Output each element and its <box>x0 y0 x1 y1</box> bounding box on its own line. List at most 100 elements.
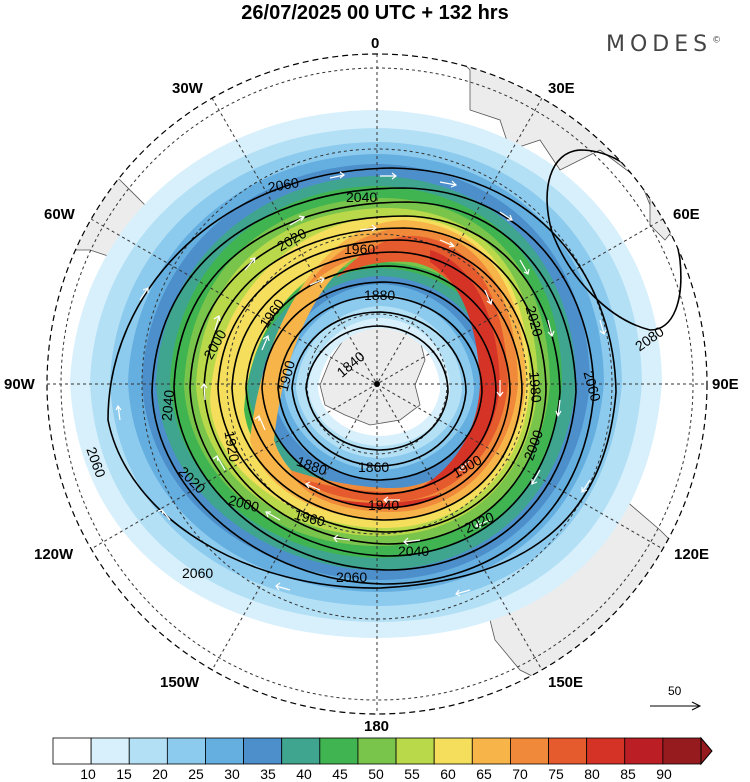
wind-vector <box>547 319 555 338</box>
colorbar-tick-label: 75 <box>548 766 564 782</box>
wind-vector <box>265 511 281 521</box>
colorbar-tick-label: 35 <box>260 766 276 782</box>
wind-vector <box>309 276 325 286</box>
wind-vector <box>261 335 270 351</box>
wind-vector <box>439 239 456 248</box>
contour-label: 1880 <box>364 287 395 303</box>
wind-vector <box>383 496 400 504</box>
colorbar-swatch <box>166 737 206 765</box>
colorbar-swatch <box>90 737 130 765</box>
wind-vectors <box>115 171 607 597</box>
contour-1880 <box>277 295 483 481</box>
contour-label: 1900 <box>275 359 299 393</box>
contour-label: 2040 <box>346 189 377 205</box>
colorbar-swatch <box>510 737 549 765</box>
wind-vector <box>581 479 591 493</box>
colorbar-swatch <box>395 737 435 765</box>
contour-1940 <box>231 251 523 521</box>
colorbar-swatch <box>128 737 168 765</box>
contour-2000 <box>189 215 561 557</box>
colorbar-swatches <box>52 737 702 765</box>
colorbar-swatch <box>548 737 588 765</box>
colorbar-labels: 10 15 20 25 30 35 40 45 50 55 60 65 70 7… <box>0 766 750 782</box>
contour-label: 1980 <box>526 371 545 404</box>
contour-2040 <box>151 187 595 585</box>
colorbar-tick-label: 65 <box>476 766 492 782</box>
lon-label-60w: 60W <box>44 206 75 223</box>
colorbar-right-arrow <box>700 736 713 766</box>
contour-label: 2020 <box>523 304 547 338</box>
brand-text: MODES <box>606 32 713 57</box>
contour-1860 <box>291 311 467 467</box>
contour-label: 1920 <box>221 430 242 464</box>
lon-label-120w: 120W <box>34 546 74 563</box>
wind-vector <box>289 215 306 226</box>
wind-vector <box>380 172 397 180</box>
contour-label: 1860 <box>358 459 389 475</box>
colorbar-tick-label: 10 <box>80 766 96 782</box>
colorbar <box>52 736 713 766</box>
lon-label-0: 0 <box>371 35 380 52</box>
contour-label: 2040 <box>158 389 177 422</box>
reference-vector-label: 50 <box>668 684 682 698</box>
colorbar-tick-label: 60 <box>440 766 456 782</box>
colorbar-tick-label: 80 <box>584 766 600 782</box>
colorbar-swatch <box>243 737 283 765</box>
wind-vector <box>157 509 171 521</box>
contour-label: 1960 <box>344 241 375 257</box>
contour-2020 <box>173 201 577 571</box>
colorbar-swatch <box>357 737 397 765</box>
colorbar-tick-label: 45 <box>332 766 348 782</box>
lon-label-90w: 90W <box>4 376 35 393</box>
wind-vector <box>499 211 513 221</box>
colorbar-swatch <box>586 737 626 765</box>
colorbar-tick-label: 50 <box>368 766 384 782</box>
wind-vector <box>329 171 345 179</box>
colorbar-tick-label: 55 <box>404 766 420 782</box>
colorbar-swatch <box>52 737 92 765</box>
shade-60 <box>210 216 530 528</box>
wind-shading <box>70 110 662 638</box>
contour-label: 2060 <box>581 369 605 403</box>
map-boundary <box>46 53 708 715</box>
contour-2060 <box>107 167 617 589</box>
contour-label: 1940 <box>368 497 399 513</box>
colorbar-tick-label: 30 <box>224 766 240 782</box>
colorbar-tick-label: 15 <box>116 766 132 782</box>
wind-vector <box>200 383 208 401</box>
copyright-mark: © <box>712 35 722 46</box>
colorbar-tick-label: 25 <box>188 766 204 782</box>
modes-logo: MODES© <box>606 32 721 57</box>
contour-label: 2060 <box>267 174 301 195</box>
wind-vector <box>212 454 226 471</box>
lon-label-150e: 150E <box>548 674 584 691</box>
height-contours <box>107 149 682 589</box>
wind-vector <box>275 582 291 591</box>
lon-label-60e: 60E <box>673 206 700 223</box>
wind-vector <box>455 589 471 597</box>
colorbar-swatch <box>319 737 359 765</box>
lon-label-30w: 30W <box>172 80 203 97</box>
wind-vector <box>213 315 221 331</box>
colorbar-tick-label: 20 <box>152 766 168 782</box>
colorbar-swatch <box>205 737 244 765</box>
wind-vector <box>484 289 493 306</box>
wind-vector <box>244 257 256 271</box>
contour-1960 <box>217 239 535 533</box>
wind-vector <box>403 537 421 546</box>
contour-1840 <box>305 325 449 451</box>
lon-label-90e: 90E <box>712 376 739 393</box>
lon-label-150w: 150W <box>160 674 200 691</box>
colorbar-tick-label: 70 <box>512 766 528 782</box>
wind-vector <box>139 287 149 301</box>
colorbar-tick-label: 90 <box>656 766 672 782</box>
colorbar-swatch <box>281 737 321 765</box>
wind-vector <box>254 414 266 431</box>
contour-label: 2060 <box>336 569 367 585</box>
colorbar-tick-label: 85 <box>620 766 636 782</box>
wind-vector <box>115 404 122 421</box>
colorbar-swatch <box>662 737 702 765</box>
contour-1920 <box>245 265 511 509</box>
colorbar-swatch <box>624 737 664 765</box>
